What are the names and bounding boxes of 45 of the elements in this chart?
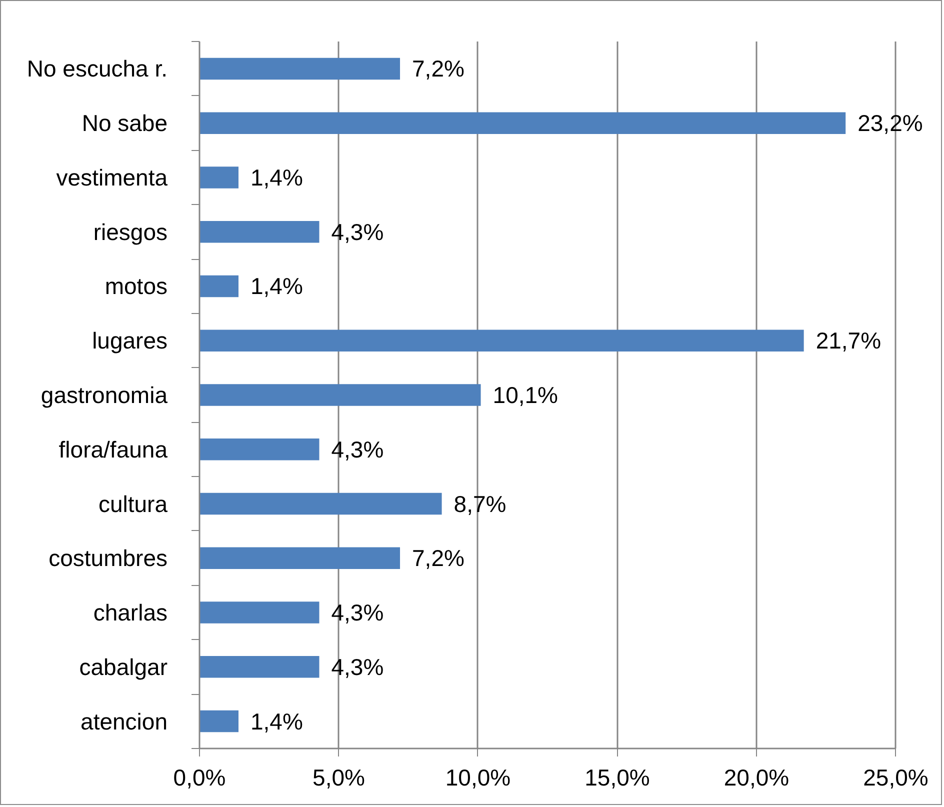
y-tick-label: flora/fauna	[58, 436, 168, 462]
data-label: 4,3%	[331, 436, 384, 462]
bar	[200, 384, 481, 406]
bar	[200, 58, 400, 80]
data-label: 21,7%	[816, 328, 882, 354]
data-label: 8,7%	[454, 490, 506, 517]
y-tick-label: cabalgar	[79, 654, 168, 680]
y-tick-label: charlas	[93, 600, 168, 626]
y-tick-label: cultura	[98, 490, 168, 517]
bar	[200, 492, 442, 515]
x-tick-label: 0,0%	[173, 764, 226, 790]
y-tick-label: No escucha r.	[26, 56, 168, 82]
y-tick-label: vestimenta	[56, 164, 168, 190]
x-tick-label: 10,0%	[445, 764, 511, 790]
bar	[200, 656, 320, 678]
data-label: 4,3%	[331, 218, 384, 245]
bar	[200, 547, 400, 570]
data-label: 4,3%	[331, 600, 384, 626]
bar	[200, 112, 846, 134]
y-tick-label: riesgos	[93, 218, 168, 245]
data-label: 1,4%	[250, 708, 303, 734]
y-tick-label: No sabe	[82, 110, 168, 136]
bar	[200, 438, 320, 460]
bar	[200, 166, 238, 188]
data-label: 23,2%	[858, 110, 923, 136]
bar	[200, 710, 238, 732]
data-label: 1,4%	[250, 164, 303, 190]
data-label: 7,2%	[412, 56, 464, 82]
bar	[200, 220, 320, 243]
y-tick-label: costumbres	[48, 545, 168, 572]
data-label: 4,3%	[331, 654, 384, 680]
data-label: 10,1%	[492, 382, 558, 408]
x-tick-label: 20,0%	[724, 764, 790, 790]
bar	[200, 602, 320, 624]
bar	[200, 330, 804, 352]
data-label: 1,4%	[250, 273, 303, 300]
y-tick-label: motos	[104, 273, 168, 300]
data-label: 7,2%	[412, 545, 464, 572]
x-tick-label: 25,0%	[863, 764, 928, 790]
y-tick-label: atencion	[80, 708, 168, 734]
y-tick-label: lugares	[92, 328, 168, 354]
bar	[200, 275, 238, 298]
x-tick-label: 15,0%	[584, 764, 650, 790]
y-tick-label: gastronomia	[40, 382, 168, 408]
x-tick-label: 5,0%	[312, 764, 365, 790]
